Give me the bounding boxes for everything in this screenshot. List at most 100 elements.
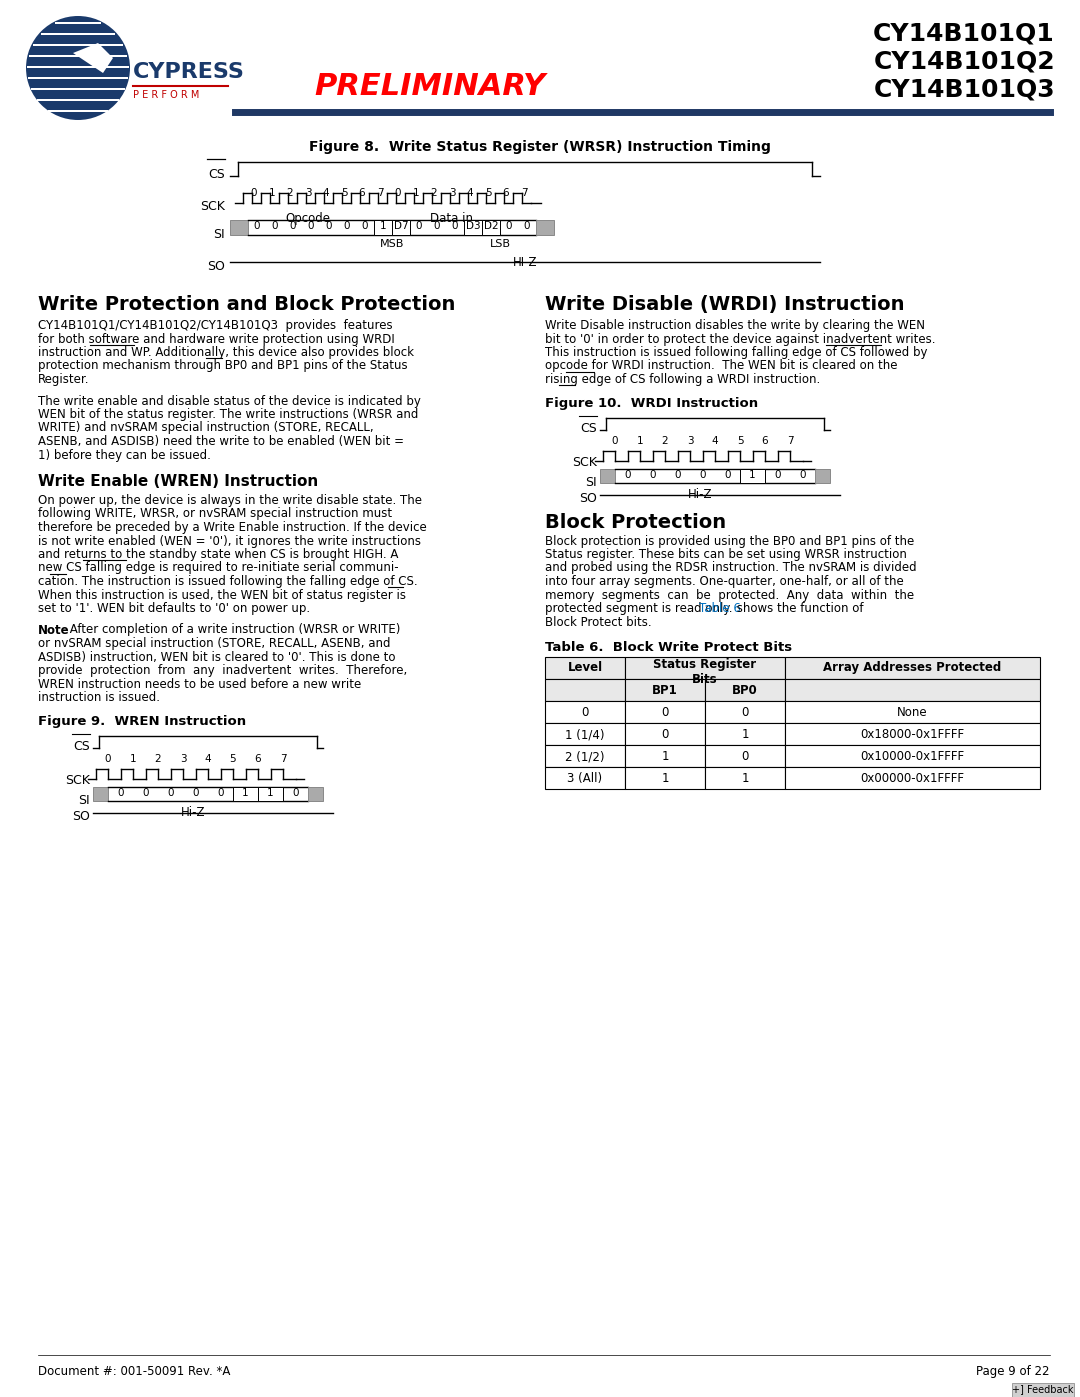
Text: 1: 1 [242, 788, 248, 798]
Text: On power up, the device is always in the write disable state. The: On power up, the device is always in the… [38, 495, 422, 507]
Text: Write Disable instruction disables the write by clearing the WEN: Write Disable instruction disables the w… [545, 319, 924, 332]
Text: 7: 7 [280, 754, 286, 764]
Text: 1: 1 [637, 436, 644, 447]
Text: CY14B101Q2: CY14B101Q2 [874, 50, 1055, 74]
Bar [545, 745, 625, 767]
Bar [464, 219, 482, 235]
Text: WREN instruction needs to be used before a new write: WREN instruction needs to be used before… [38, 678, 361, 690]
Text: 0: 0 [741, 750, 748, 763]
Text: 3: 3 [179, 754, 187, 764]
Bar [392, 219, 410, 235]
Text: 4: 4 [467, 189, 473, 198]
Bar [785, 679, 1040, 701]
Bar [545, 767, 625, 789]
Text: 1: 1 [269, 189, 275, 198]
Bar [482, 219, 500, 235]
Text: 0: 0 [799, 469, 806, 479]
Text: CY14B101Q3: CY14B101Q3 [874, 78, 1055, 102]
Text: 0x18000-0x1FFFF: 0x18000-0x1FFFF [861, 728, 964, 740]
Text: 1: 1 [661, 773, 669, 785]
Bar [785, 724, 1040, 745]
Text: Write Enable (WREN) Instruction: Write Enable (WREN) Instruction [38, 474, 319, 489]
Text: This instruction is issued following falling edge of CS followed by: This instruction is issued following fal… [545, 346, 928, 359]
Bar [705, 724, 785, 745]
Text: Write Disable (WRDI) Instruction: Write Disable (WRDI) Instruction [545, 295, 905, 314]
Text: memory  segments  can  be  protected.  Any  data  within  the: memory segments can be protected. Any da… [545, 588, 914, 602]
Text: bit to '0' in order to protect the device against inadvertent writes.: bit to '0' in order to protect the devic… [545, 332, 935, 345]
Text: 0: 0 [143, 788, 149, 798]
Bar [740, 468, 765, 482]
Text: PRELIMINARY: PRELIMINARY [314, 73, 545, 101]
Text: After completion of a write instruction (WRSR or WRITE): After completion of a write instruction … [66, 623, 401, 637]
Text: 2: 2 [662, 436, 669, 447]
Text: Array Addresses Protected: Array Addresses Protected [823, 661, 1001, 673]
Text: MSB: MSB [380, 239, 404, 249]
Text: SCK: SCK [572, 455, 597, 468]
Text: 0: 0 [624, 469, 631, 479]
Text: BP0: BP0 [732, 685, 758, 697]
Bar [29, 54, 127, 57]
Text: Block protection is provided using the BP0 and BP1 pins of the: Block protection is provided using the B… [545, 535, 915, 548]
Bar [815, 468, 831, 482]
Polygon shape [73, 43, 113, 73]
Text: P E R F O R M: P E R F O R M [133, 89, 200, 101]
Text: 0: 0 [611, 436, 618, 447]
Text: cation. The instruction is issued following the falling edge of CS.: cation. The instruction is issued follow… [38, 576, 418, 588]
Text: 4: 4 [323, 189, 329, 198]
Text: 0: 0 [167, 788, 174, 798]
Bar [600, 468, 615, 482]
Text: The write enable and disable status of the device is indicated by: The write enable and disable status of t… [38, 394, 421, 408]
Text: Status Register
Bits: Status Register Bits [653, 658, 757, 686]
Text: Status register. These bits can be set using WRSR instruction: Status register. These bits can be set u… [545, 548, 907, 562]
Text: into four array segments. One-quarter, one-half, or all of the: into four array segments. One-quarter, o… [545, 576, 904, 588]
Bar [1012, 1383, 1074, 1397]
Text: Figure 9.  WREN Instruction: Figure 9. WREN Instruction [38, 714, 246, 728]
Text: set to '1'. WEN bit defaults to '0' on power up.: set to '1'. WEN bit defaults to '0' on p… [38, 602, 310, 615]
Bar [705, 767, 785, 789]
Text: ASENB, and ASDISB) need the write to be enabled (WEN bit =: ASENB, and ASDISB) need the write to be … [38, 434, 404, 448]
Text: Block Protection: Block Protection [545, 513, 726, 531]
Bar [32, 43, 123, 46]
Text: WEN bit of the status register. The write instructions (WRSR and: WEN bit of the status register. The writ… [38, 408, 418, 420]
Text: 0: 0 [699, 469, 705, 479]
Text: 1: 1 [661, 750, 669, 763]
Text: Block Protect bits.: Block Protect bits. [545, 616, 651, 629]
Bar [230, 219, 248, 235]
Text: is not write enabled (WEN = '0'), it ignores the write instructions: is not write enabled (WEN = '0'), it ign… [38, 535, 421, 548]
Text: 3: 3 [448, 189, 456, 198]
Text: 2: 2 [431, 189, 437, 198]
Text: SO: SO [579, 493, 597, 506]
Text: CS: CS [208, 168, 225, 182]
Text: 4: 4 [712, 436, 718, 447]
Text: Level: Level [567, 661, 603, 673]
Text: D3: D3 [465, 221, 481, 231]
Text: 0: 0 [774, 469, 781, 479]
Text: SO: SO [72, 810, 90, 823]
Text: 7: 7 [377, 189, 383, 198]
Text: 0: 0 [217, 788, 224, 798]
Text: Page 9 of 22: Page 9 of 22 [976, 1365, 1050, 1377]
Text: Hi-Z: Hi-Z [688, 488, 712, 500]
Text: SI: SI [79, 793, 90, 806]
Text: following WRITE, WRSR, or nvSRAM special instruction must: following WRITE, WRSR, or nvSRAM special… [38, 507, 392, 521]
Text: 0: 0 [434, 221, 441, 231]
Text: 1: 1 [741, 773, 748, 785]
Text: Figure 10.  WRDI Instruction: Figure 10. WRDI Instruction [545, 397, 758, 409]
Bar [625, 701, 705, 724]
Text: and probed using the RDSR instruction. The nvSRAM is divided: and probed using the RDSR instruction. T… [545, 562, 917, 574]
Bar [625, 767, 705, 789]
Bar [705, 745, 785, 767]
Text: instruction is issued.: instruction is issued. [38, 692, 160, 704]
Text: Write Protection and Block Protection: Write Protection and Block Protection [38, 295, 456, 314]
Text: 0: 0 [524, 221, 530, 231]
Text: SCK: SCK [65, 774, 90, 787]
Text: 3: 3 [687, 436, 693, 447]
Text: and returns to the standby state when CS is brought HIGH. A: and returns to the standby state when CS… [38, 548, 399, 562]
Text: 0x00000-0x1FFFF: 0x00000-0x1FFFF [861, 773, 964, 785]
Text: 0: 0 [451, 221, 458, 231]
Text: D2: D2 [484, 221, 498, 231]
Text: 0: 0 [118, 788, 124, 798]
Text: SO: SO [207, 260, 225, 272]
Text: protected segment is read only.: protected segment is read only. [545, 602, 737, 615]
Text: 1: 1 [413, 189, 419, 198]
